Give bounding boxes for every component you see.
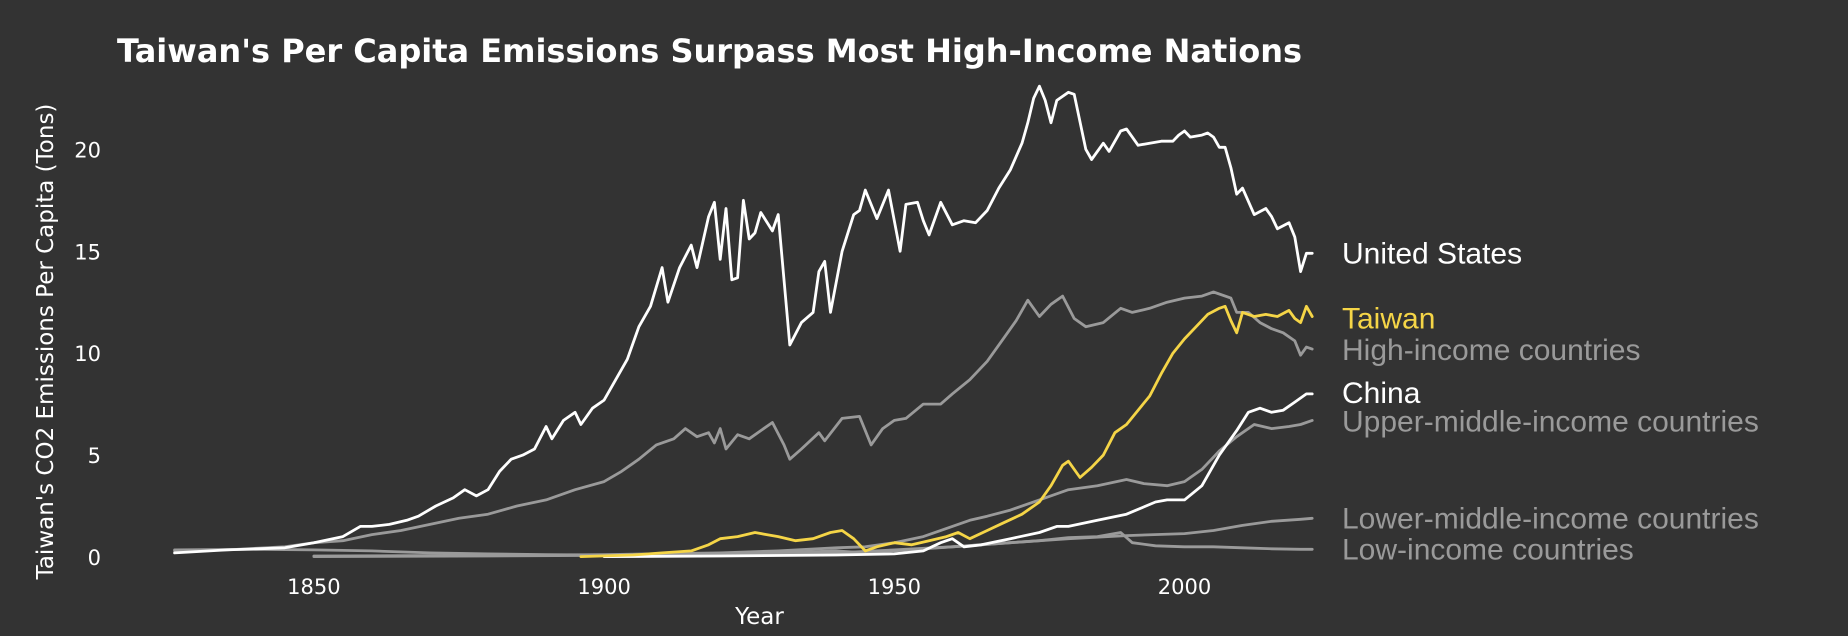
chart-title: Taiwan's Per Capita Emissions Surpass Mo… bbox=[117, 32, 1302, 70]
series-label: Upper-middle-income countries bbox=[1342, 405, 1759, 438]
series-label: Low-income countries bbox=[1342, 533, 1634, 566]
y-tick-label: 0 bbox=[88, 546, 101, 570]
x-tick-label: 1900 bbox=[577, 575, 630, 599]
series-labels: Low-income countriesLower-middle-income … bbox=[1342, 237, 1759, 566]
y-axis-ticks: 0 5 10 15 20 bbox=[74, 138, 101, 570]
series-lines bbox=[173, 84, 1314, 558]
series-label: High-income countries bbox=[1342, 334, 1640, 367]
x-axis-ticks: 1850 1900 1950 2000 bbox=[287, 575, 1211, 599]
y-axis-title: Taiwan's CO2 Emissions Per Capita (Tons) bbox=[33, 104, 59, 581]
series-line bbox=[173, 84, 1314, 555]
y-tick-label: 15 bbox=[74, 240, 101, 264]
x-tick-label: 2000 bbox=[1158, 575, 1211, 599]
series-label: Lower-middle-income countries bbox=[1342, 502, 1759, 535]
series-label: Taiwan bbox=[1342, 302, 1435, 335]
x-axis-title: Year bbox=[734, 604, 784, 630]
series-label: United States bbox=[1342, 237, 1522, 270]
series-line bbox=[173, 290, 1314, 553]
y-tick-label: 20 bbox=[74, 138, 101, 162]
x-tick-label: 1850 bbox=[287, 575, 340, 599]
series-label: China bbox=[1342, 377, 1421, 410]
series-line bbox=[312, 419, 1314, 558]
series-line bbox=[602, 392, 1314, 558]
series-line bbox=[579, 304, 1314, 558]
y-tick-label: 10 bbox=[74, 342, 101, 366]
x-tick-label: 1950 bbox=[868, 575, 921, 599]
y-tick-label: 5 bbox=[88, 444, 101, 468]
